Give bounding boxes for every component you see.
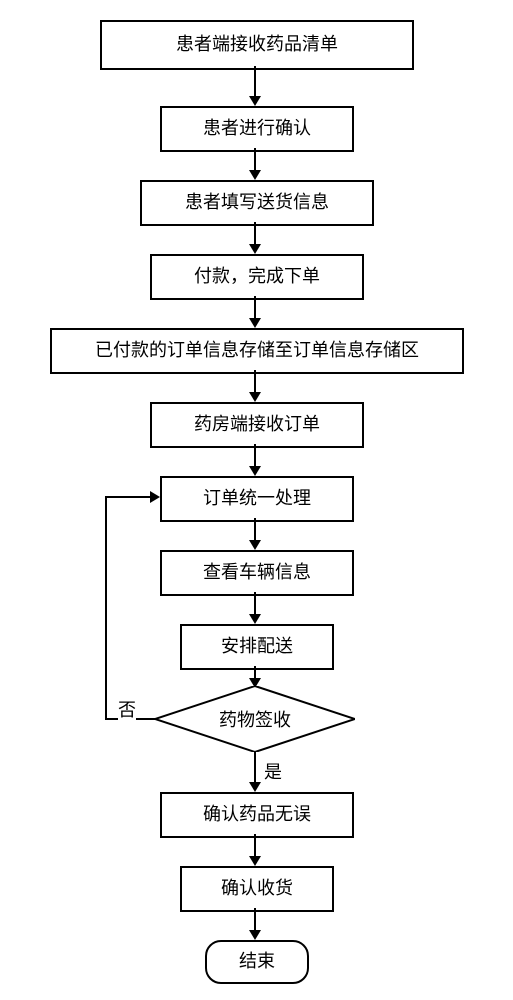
node-label: 药物签收 xyxy=(219,706,291,732)
node-label: 结束 xyxy=(239,951,275,973)
arrow-head-icon xyxy=(249,392,261,402)
node-end: 结束 xyxy=(205,940,309,984)
node-patient-confirm: 患者进行确认 xyxy=(160,106,354,152)
node-receive-list: 患者端接收药品清单 xyxy=(100,20,414,70)
node-label: 付款，完成下单 xyxy=(194,266,320,288)
node-label: 查看车辆信息 xyxy=(203,562,311,584)
node-label: 订单统一处理 xyxy=(203,488,311,510)
node-fill-delivery: 患者填写送货信息 xyxy=(140,180,374,226)
arrow-head-icon xyxy=(249,96,261,106)
node-label: 患者填写送货信息 xyxy=(185,192,329,214)
edge xyxy=(254,518,256,540)
node-label: 确认药品无误 xyxy=(203,804,311,826)
edge xyxy=(254,908,256,930)
arrow-head-icon xyxy=(249,856,261,866)
arrow-head-icon xyxy=(249,318,261,328)
arrow-head-icon xyxy=(249,466,261,476)
edge-label-yes: 是 xyxy=(264,758,282,784)
edge xyxy=(254,222,256,244)
node-label: 确认收货 xyxy=(221,878,293,900)
edge-yes xyxy=(254,752,256,782)
edge xyxy=(254,444,256,466)
edge xyxy=(254,666,256,678)
edge xyxy=(254,592,256,614)
flowchart-container: 患者端接收药品清单 患者进行确认 患者填写送货信息 付款，完成下单 已付款的订单… xyxy=(20,20,493,980)
edge xyxy=(254,834,256,856)
edge xyxy=(254,66,256,96)
node-sign-decision: 药物签收 xyxy=(155,686,355,752)
node-arrange-delivery: 安排配送 xyxy=(180,624,334,670)
edge-no-v xyxy=(105,496,107,720)
edge xyxy=(254,296,256,318)
arrow-head-icon xyxy=(249,782,261,792)
node-label: 患者进行确认 xyxy=(203,118,311,140)
edge xyxy=(254,370,256,392)
node-label: 患者端接收药品清单 xyxy=(176,34,338,56)
arrow-head-icon xyxy=(249,244,261,254)
edge-label-no: 否 xyxy=(118,696,136,722)
node-pay-order: 付款，完成下单 xyxy=(150,254,364,300)
node-process-order: 订单统一处理 xyxy=(160,476,354,522)
arrow-head-icon xyxy=(249,170,261,180)
node-confirm-medicine: 确认药品无误 xyxy=(160,792,354,838)
node-pharmacy-receive: 药房端接收订单 xyxy=(150,402,364,448)
node-label: 药房端接收订单 xyxy=(194,414,320,436)
edge-no-h2 xyxy=(105,496,150,498)
arrow-head-icon xyxy=(150,491,160,503)
arrow-head-icon xyxy=(249,540,261,550)
arrow-head-icon xyxy=(249,614,261,624)
arrow-head-icon xyxy=(249,930,261,940)
edge xyxy=(254,148,256,170)
node-store-order: 已付款的订单信息存储至订单信息存储区 xyxy=(50,328,464,374)
node-check-vehicle: 查看车辆信息 xyxy=(160,550,354,596)
node-label: 安排配送 xyxy=(221,636,293,658)
node-confirm-receipt: 确认收货 xyxy=(180,866,334,912)
node-label: 已付款的订单信息存储至订单信息存储区 xyxy=(95,340,419,362)
